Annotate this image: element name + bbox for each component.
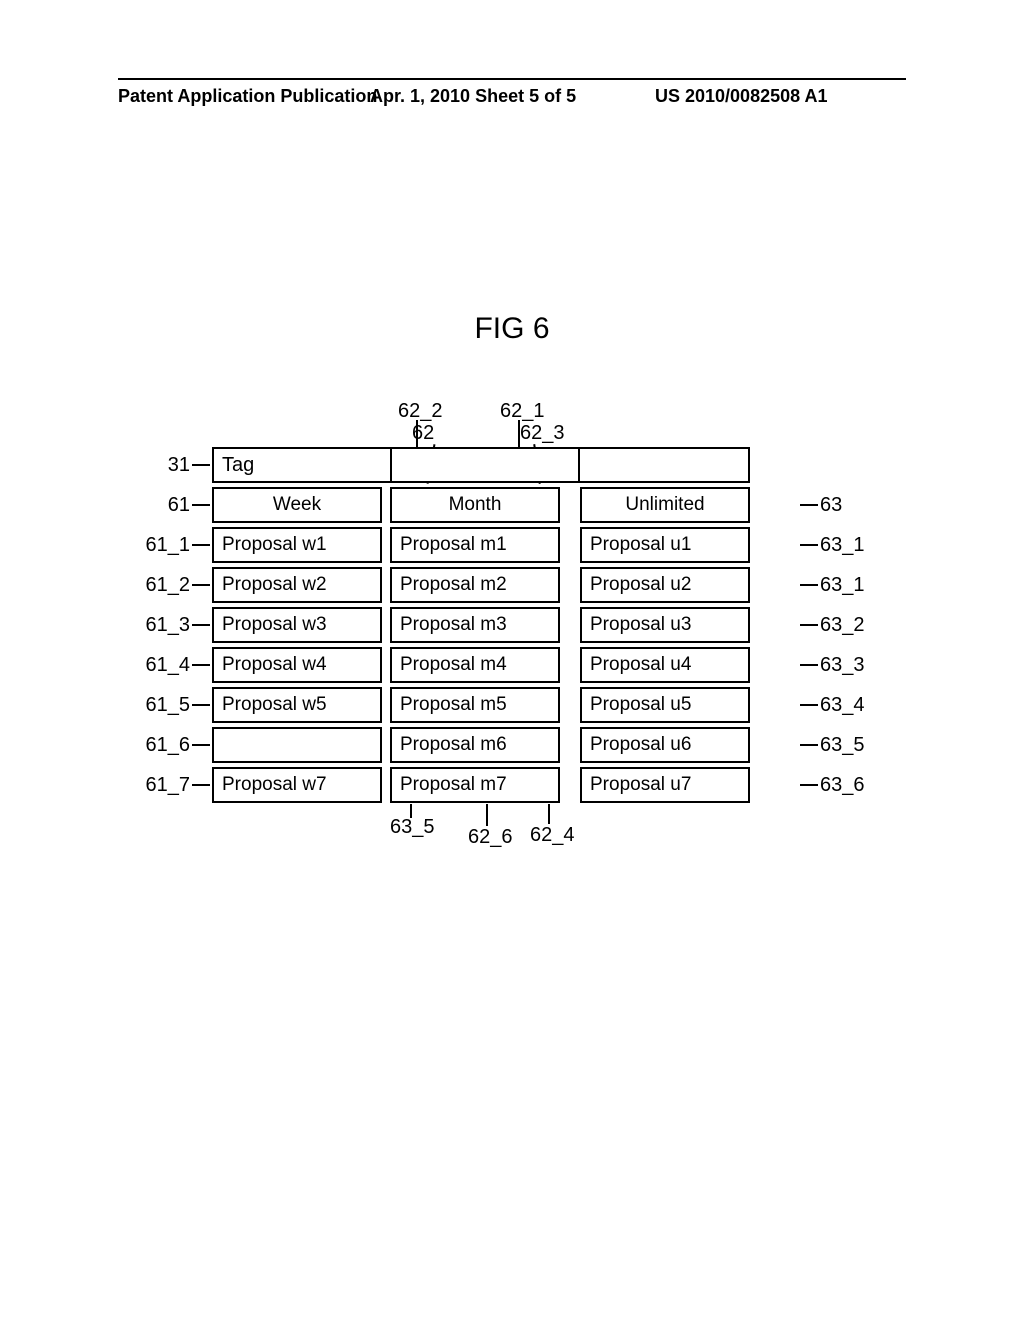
cell: Proposal u1	[580, 527, 750, 563]
tick-line	[800, 544, 818, 546]
cell: Proposal u5	[580, 687, 750, 723]
cell: Proposal m1	[390, 527, 560, 563]
ref-62-1: 62_1	[500, 400, 545, 423]
cell: Month	[390, 487, 560, 523]
tick-line	[192, 464, 210, 466]
cell: Proposal u7	[580, 767, 750, 803]
row-ref-left: 61_2	[120, 574, 190, 597]
row-ref-right: 63	[820, 494, 890, 517]
tick-line	[192, 704, 210, 706]
ref-62-6: 62_6	[468, 826, 513, 849]
row-ref-right: 63_3	[820, 654, 890, 677]
tick-line	[192, 664, 210, 666]
tick-line	[192, 584, 210, 586]
table-row: 61_6Proposal m6Proposal u663_5	[140, 726, 880, 766]
tick-line	[192, 624, 210, 626]
cell: Proposal u6	[580, 727, 750, 763]
row-ref-left: 61_3	[120, 614, 190, 637]
top-reference-labels: 62_2 62_1 62 62_3	[140, 400, 880, 446]
row-ref-left: 61_6	[120, 734, 190, 757]
table-row: 61_1Proposal w1Proposal m1Proposal u163_…	[140, 526, 880, 566]
page: Patent Application Publication Apr. 1, 2…	[0, 0, 1024, 1320]
figure-title: FIG 6	[0, 312, 1024, 346]
table-body: 31Tag61WeekMonthUnlimited6361_1Proposal …	[140, 446, 880, 806]
tick-line	[800, 704, 818, 706]
table-row: 61_7Proposal w7Proposal m7Proposal u763_…	[140, 766, 880, 806]
header-left: Patent Application Publication	[118, 86, 377, 107]
tick-line	[800, 744, 818, 746]
cell: Proposal m4	[390, 647, 560, 683]
table-row: 61_2Proposal w2Proposal m2Proposal u263_…	[140, 566, 880, 606]
ref-63-5: 63_5	[390, 816, 435, 839]
lead-line	[410, 804, 412, 818]
header-right: US 2010/0082508 A1	[655, 86, 827, 107]
row-ref-right: 63_2	[820, 614, 890, 637]
lead-line	[548, 804, 550, 824]
cell: Proposal w7	[212, 767, 382, 803]
row-ref-right: 63_6	[820, 774, 890, 797]
tick-line	[192, 744, 210, 746]
cell: Proposal w1	[212, 527, 382, 563]
table-row: 61_5Proposal w5Proposal m5Proposal u563_…	[140, 686, 880, 726]
tick-line	[800, 504, 818, 506]
tick-line	[800, 664, 818, 666]
cell: Proposal w4	[212, 647, 382, 683]
row-ref-left: 61_7	[120, 774, 190, 797]
header-mid: Apr. 1, 2010 Sheet 5 of 5	[370, 86, 576, 107]
tick-line	[800, 624, 818, 626]
table-row: 31Tag	[140, 446, 880, 486]
cell: Week	[212, 487, 382, 523]
cell: Proposal w2	[212, 567, 382, 603]
ref-62-2: 62_2	[398, 400, 443, 423]
tag-label: Tag	[222, 454, 254, 477]
row-ref-right: 63_1	[820, 534, 890, 557]
lead-line	[486, 804, 488, 826]
row-ref-right: 63_5	[820, 734, 890, 757]
tag-row-cell: Tag	[212, 447, 750, 483]
cell: Proposal u3	[580, 607, 750, 643]
cell: Proposal m3	[390, 607, 560, 643]
row-ref-left: 31	[120, 454, 190, 477]
tick-line	[192, 544, 210, 546]
cell: Proposal u2	[580, 567, 750, 603]
row-ref-left: 61_4	[120, 654, 190, 677]
divider	[390, 447, 392, 483]
tick-line	[800, 584, 818, 586]
cell: Proposal w3	[212, 607, 382, 643]
row-ref-right: 63_4	[820, 694, 890, 717]
row-ref-left: 61	[120, 494, 190, 517]
cell: Proposal u4	[580, 647, 750, 683]
row-ref-left: 61_1	[120, 534, 190, 557]
cell	[212, 727, 382, 763]
table-row: 61_3Proposal w3Proposal m3Proposal u363_…	[140, 606, 880, 646]
cell: Proposal m6	[390, 727, 560, 763]
ref-62-4: 62_4	[530, 824, 575, 847]
tick-line	[192, 784, 210, 786]
cell: Proposal m2	[390, 567, 560, 603]
table-row: 61WeekMonthUnlimited63	[140, 486, 880, 526]
tick-line	[800, 784, 818, 786]
header-rule	[118, 78, 906, 80]
row-ref-right: 63_1	[820, 574, 890, 597]
divider	[578, 447, 580, 483]
cell: Unlimited	[580, 487, 750, 523]
row-ref-left: 61_5	[120, 694, 190, 717]
ref-62-3: 62_3	[520, 422, 565, 445]
tick-line	[192, 504, 210, 506]
cell: Proposal w5	[212, 687, 382, 723]
table-row: 61_4Proposal w4Proposal m4Proposal u463_…	[140, 646, 880, 686]
cell: Proposal m5	[390, 687, 560, 723]
bottom-reference-labels: 63_5 62_6 62_4	[140, 810, 880, 856]
diagram: 62_2 62_1 62 62_3 31Tag61WeekMonthUnlimi…	[140, 400, 880, 856]
cell: Proposal m7	[390, 767, 560, 803]
